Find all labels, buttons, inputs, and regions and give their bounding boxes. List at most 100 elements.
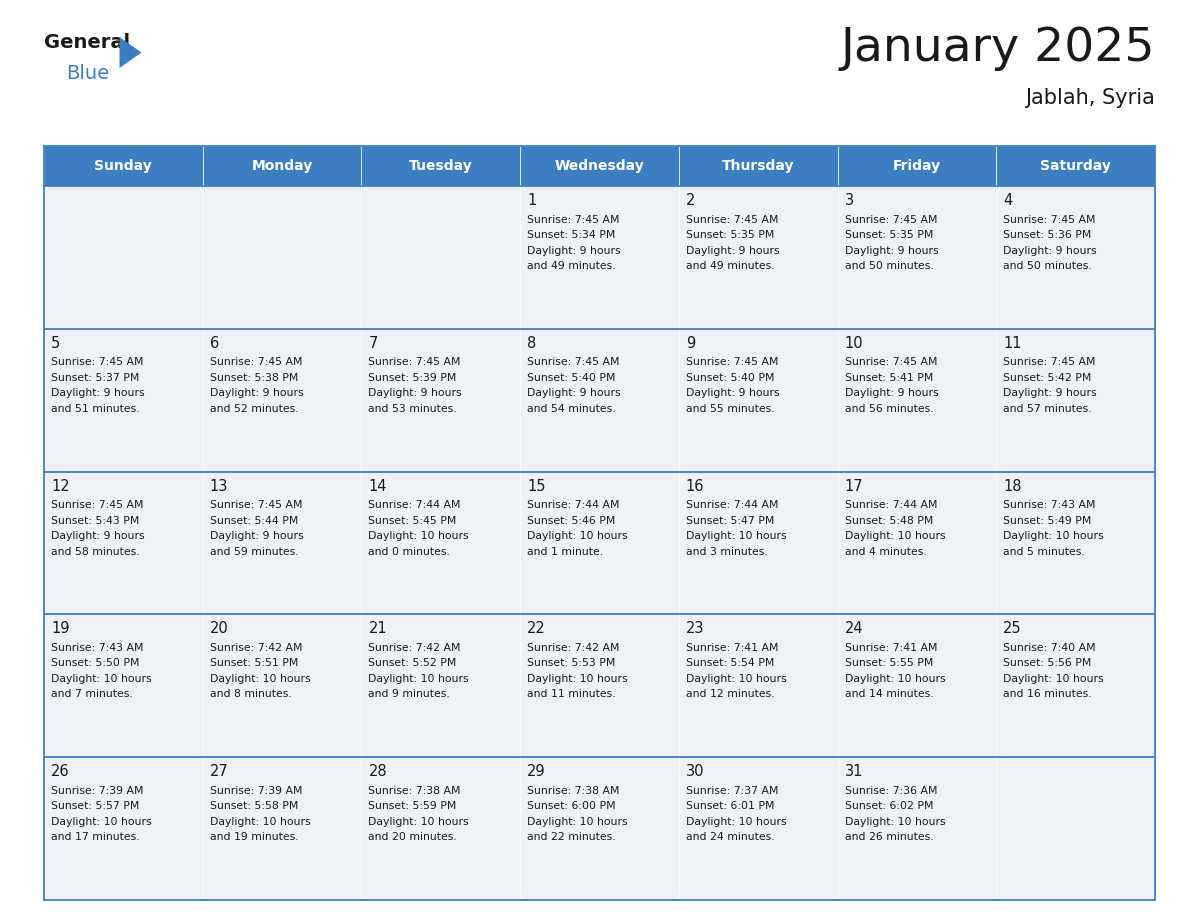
Text: Sunset: 5:54 PM: Sunset: 5:54 PM [685,658,775,668]
Text: Sunset: 5:44 PM: Sunset: 5:44 PM [210,516,298,526]
Bar [361,614,520,757]
Text: Daylight: 9 hours: Daylight: 9 hours [1004,388,1097,398]
Bar [678,329,838,472]
Text: Sunrise: 7:43 AM: Sunrise: 7:43 AM [1004,500,1095,510]
Text: Daylight: 9 hours: Daylight: 9 hours [527,245,621,255]
Text: 9: 9 [685,336,695,351]
Text: 23: 23 [685,621,704,636]
Text: and 52 minutes.: and 52 minutes. [210,404,298,414]
Text: and 49 minutes.: and 49 minutes. [527,261,615,271]
Text: 2: 2 [685,193,695,208]
Text: Sunrise: 7:39 AM: Sunrise: 7:39 AM [51,786,144,796]
Text: Daylight: 10 hours: Daylight: 10 hours [845,674,946,684]
Text: 26: 26 [51,764,70,779]
Bar [838,186,997,329]
Text: 14: 14 [368,478,387,494]
Text: Friday: Friday [893,159,941,173]
Text: Daylight: 9 hours: Daylight: 9 hours [51,532,145,541]
Text: Daylight: 9 hours: Daylight: 9 hours [685,388,779,398]
Text: Daylight: 10 hours: Daylight: 10 hours [527,674,627,684]
Text: and 50 minutes.: and 50 minutes. [1004,261,1092,271]
Text: 4: 4 [1004,193,1012,208]
Text: Sunset: 5:37 PM: Sunset: 5:37 PM [51,373,139,383]
Text: Sunset: 5:42 PM: Sunset: 5:42 PM [1004,373,1092,383]
Text: Sunset: 5:45 PM: Sunset: 5:45 PM [368,516,457,526]
Text: 7: 7 [368,336,378,351]
Text: Sunrise: 7:44 AM: Sunrise: 7:44 AM [368,500,461,510]
Text: Daylight: 9 hours: Daylight: 9 hours [51,388,145,398]
Text: Saturday: Saturday [1041,159,1111,173]
Text: and 24 minutes.: and 24 minutes. [685,833,775,842]
Bar [44,146,203,186]
Bar [997,472,1155,614]
Text: and 26 minutes.: and 26 minutes. [845,833,934,842]
Text: and 11 minutes.: and 11 minutes. [527,689,615,700]
Text: and 55 minutes.: and 55 minutes. [685,404,775,414]
Text: Sunday: Sunday [95,159,152,173]
Text: Sunrise: 7:42 AM: Sunrise: 7:42 AM [527,643,620,653]
Bar [44,757,203,900]
Text: Daylight: 10 hours: Daylight: 10 hours [51,674,152,684]
Text: Sunset: 5:51 PM: Sunset: 5:51 PM [210,658,298,668]
Text: Tuesday: Tuesday [409,159,473,173]
Bar [520,329,678,472]
Text: Daylight: 9 hours: Daylight: 9 hours [845,388,939,398]
Text: Daylight: 10 hours: Daylight: 10 hours [210,817,310,827]
Bar [44,186,203,329]
Text: Daylight: 9 hours: Daylight: 9 hours [210,532,303,541]
Text: Jablah, Syria: Jablah, Syria [1025,88,1155,108]
Text: Sunrise: 7:45 AM: Sunrise: 7:45 AM [51,500,144,510]
Text: and 14 minutes.: and 14 minutes. [845,689,934,700]
Bar [44,472,203,614]
Text: 3: 3 [845,193,854,208]
Text: Daylight: 10 hours: Daylight: 10 hours [1004,674,1104,684]
Bar [678,146,838,186]
Text: Sunrise: 7:41 AM: Sunrise: 7:41 AM [845,643,937,653]
Text: Daylight: 10 hours: Daylight: 10 hours [685,674,786,684]
Bar [44,614,203,757]
Text: 31: 31 [845,764,862,779]
Text: and 3 minutes.: and 3 minutes. [685,546,767,556]
Text: and 17 minutes.: and 17 minutes. [51,833,140,842]
Text: 18: 18 [1004,478,1022,494]
Text: Sunrise: 7:38 AM: Sunrise: 7:38 AM [368,786,461,796]
Text: and 5 minutes.: and 5 minutes. [1004,546,1085,556]
Text: Sunrise: 7:45 AM: Sunrise: 7:45 AM [527,215,620,225]
Text: Sunset: 5:46 PM: Sunset: 5:46 PM [527,516,615,526]
Text: Sunrise: 7:39 AM: Sunrise: 7:39 AM [210,786,302,796]
Text: Sunset: 5:48 PM: Sunset: 5:48 PM [845,516,933,526]
Text: Sunrise: 7:38 AM: Sunrise: 7:38 AM [527,786,620,796]
Text: Sunrise: 7:45 AM: Sunrise: 7:45 AM [210,357,302,367]
Text: Sunset: 5:57 PM: Sunset: 5:57 PM [51,801,139,812]
Text: Sunset: 5:40 PM: Sunset: 5:40 PM [527,373,615,383]
Bar [997,614,1155,757]
Text: Sunrise: 7:45 AM: Sunrise: 7:45 AM [845,215,937,225]
Text: Sunrise: 7:44 AM: Sunrise: 7:44 AM [527,500,620,510]
Text: Wednesday: Wednesday [555,159,644,173]
Text: Daylight: 9 hours: Daylight: 9 hours [210,388,303,398]
Text: Sunrise: 7:43 AM: Sunrise: 7:43 AM [51,643,144,653]
Text: Sunset: 5:39 PM: Sunset: 5:39 PM [368,373,457,383]
Text: Sunset: 5:55 PM: Sunset: 5:55 PM [845,658,933,668]
Bar [203,146,361,186]
Text: Daylight: 10 hours: Daylight: 10 hours [368,532,469,541]
Polygon shape [120,37,141,68]
Bar [678,614,838,757]
Bar [997,146,1155,186]
Text: and 20 minutes.: and 20 minutes. [368,833,457,842]
Text: and 22 minutes.: and 22 minutes. [527,833,615,842]
Text: Sunrise: 7:45 AM: Sunrise: 7:45 AM [1004,215,1095,225]
Text: Monday: Monday [252,159,312,173]
Text: Sunrise: 7:41 AM: Sunrise: 7:41 AM [685,643,778,653]
Text: Sunset: 5:38 PM: Sunset: 5:38 PM [210,373,298,383]
Text: Sunrise: 7:45 AM: Sunrise: 7:45 AM [210,500,302,510]
Bar [203,614,361,757]
Text: and 59 minutes.: and 59 minutes. [210,546,298,556]
Text: 19: 19 [51,621,70,636]
Bar [203,757,361,900]
Text: Sunset: 5:36 PM: Sunset: 5:36 PM [1004,230,1092,240]
Text: Sunrise: 7:44 AM: Sunrise: 7:44 AM [685,500,778,510]
Text: 6: 6 [210,336,219,351]
Text: Sunset: 5:43 PM: Sunset: 5:43 PM [51,516,139,526]
Text: General: General [44,33,131,52]
